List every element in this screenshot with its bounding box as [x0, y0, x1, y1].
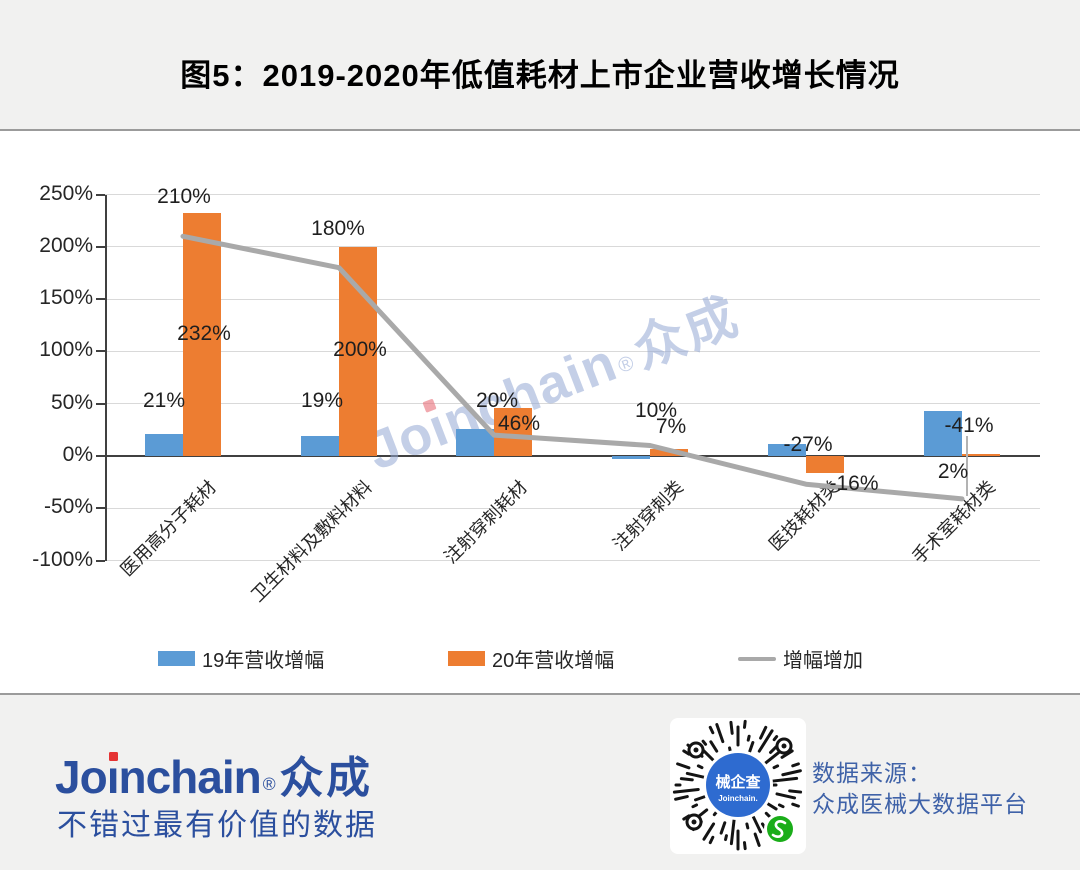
y-tick-label: 250% [39, 181, 93, 205]
logo-tagline: 不错过最有价值的数据 [57, 809, 377, 842]
svg-text:Joinchain.: Joinchain. [718, 794, 758, 803]
y-tick-label: 0% [62, 443, 93, 466]
legend-label: 19年营收增幅 [202, 650, 325, 672]
bar-19年营收增幅 [145, 434, 183, 456]
data-source: 数据来源： 众成医械大数据平台 [812, 758, 1028, 820]
axis-tick [96, 298, 105, 301]
legend-label: 20年营收增幅 [492, 650, 615, 672]
x-category-label: 注射穿刺耗材 [440, 476, 531, 568]
legend-swatch-1 [158, 651, 195, 666]
gridline [105, 298, 1040, 300]
legend-item: 增幅增加 [738, 644, 863, 673]
footer-divider [0, 693, 1080, 695]
x-category-label: 注射穿刺类 [609, 476, 687, 555]
gridline [105, 507, 1040, 509]
x-category-label: 医用高分子耗材 [116, 476, 220, 581]
joinchain-logo: Joı nchain ® 众成 [55, 751, 373, 803]
x-category-label: 手术室耗材类 [908, 476, 999, 568]
legend-item: 19年营收增幅 [158, 644, 324, 673]
y-tick-label: 50% [50, 390, 93, 414]
data-label: -16% [829, 472, 879, 495]
legend-item: 20年营收增幅 [448, 644, 614, 673]
y-tick-label: -50% [43, 495, 93, 519]
data-label: 232% [177, 322, 231, 345]
data-label: 46% [497, 412, 541, 435]
y-tick-label: -100% [32, 547, 93, 571]
y-tick-label: 100% [39, 338, 93, 362]
y-tick-label: 150% [39, 286, 93, 310]
gridline [105, 560, 1040, 562]
svg-text:械企查: 械企查 [715, 773, 761, 791]
legend-label: 增幅增加 [783, 650, 863, 672]
source-label: 数据来源： [812, 760, 932, 786]
bar-20年营收增幅 [650, 448, 688, 456]
bar-20年营收增幅 [806, 456, 844, 473]
data-label: 210% [157, 185, 211, 208]
header-band [0, 0, 1080, 129]
axis-tick [96, 245, 105, 248]
legend-swatch-3 [738, 656, 776, 661]
bar-19年营收增幅 [612, 456, 650, 460]
axis-tick [96, 455, 105, 457]
axis-tick [96, 193, 105, 196]
gridline [105, 194, 1040, 195]
data-label: 19% [300, 389, 344, 412]
y-axis-line [105, 195, 107, 561]
qr-code-graphic: 械企查 Joinchain. [672, 719, 803, 851]
qr-code: 械企查 Joinchain. [670, 718, 806, 854]
footer-band [0, 695, 1080, 870]
axis-tick [96, 350, 105, 353]
data-label: -41% [944, 414, 994, 437]
legend-swatch-2 [448, 651, 485, 666]
source-value: 众成医械大数据平台 [812, 791, 1028, 817]
data-label: 180% [311, 217, 365, 240]
data-label: -27% [783, 433, 833, 456]
axis-tick [96, 402, 105, 405]
x-category-label: 卫生材料及敷料材料 [247, 476, 376, 606]
x-axis-line [105, 455, 1040, 457]
gridline [105, 246, 1040, 248]
bar-19年营收增幅 [456, 428, 494, 456]
data-label: 20% [475, 389, 519, 412]
data-label: 10% [634, 399, 678, 422]
header-divider [0, 129, 1080, 131]
axis-tick [96, 559, 105, 562]
y-tick-label: 200% [39, 233, 93, 257]
data-label: 2% [937, 460, 969, 483]
chart-title: 图5：2019-2020年低值耗材上市企业营收增长情况 [180, 58, 900, 93]
data-label: 21% [142, 389, 186, 412]
data-label: 200% [333, 338, 387, 361]
axis-tick [96, 507, 105, 510]
bar-20年营收增幅 [962, 453, 1000, 456]
bar-19年营收增幅 [301, 436, 339, 456]
